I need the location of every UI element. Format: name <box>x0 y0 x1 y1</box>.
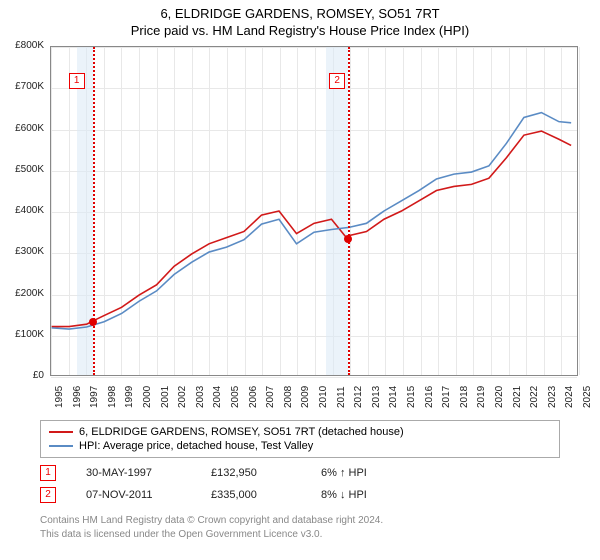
x-axis-label: 2019 <box>476 386 487 408</box>
sale-row: 1 30-MAY-1997 £132,950 6% ↑ HPI <box>40 462 367 484</box>
x-axis-label: 2010 <box>318 386 329 408</box>
x-axis-label: 2008 <box>283 386 294 408</box>
gridline-v <box>579 47 580 375</box>
sale-row: 2 07-NOV-2011 £335,000 8% ↓ HPI <box>40 484 367 506</box>
legend-row: 6, ELDRIDGE GARDENS, ROMSEY, SO51 7RT (d… <box>49 425 551 439</box>
legend-swatch <box>49 431 73 433</box>
x-axis-label: 2023 <box>547 386 558 408</box>
sale-row-price: £335,000 <box>211 489 291 501</box>
x-axis-label: 2005 <box>230 386 241 408</box>
y-axis-label: £400K <box>0 205 44 216</box>
y-axis-label: £300K <box>0 246 44 257</box>
sale-badge: 2 <box>329 73 345 89</box>
series-line-hpi <box>52 113 572 329</box>
x-axis-label: 2020 <box>494 386 505 408</box>
sale-marker-dot <box>344 235 352 243</box>
sale-row-hpi-diff: 6% ↑ HPI <box>321 467 367 479</box>
x-axis-label: 2014 <box>388 386 399 408</box>
x-axis-label: 2018 <box>459 386 470 408</box>
footer-line-2: This data is licensed under the Open Gov… <box>40 528 383 542</box>
x-axis-label: 1999 <box>124 386 135 408</box>
x-axis-label: 2007 <box>265 386 276 408</box>
x-axis-label: 2001 <box>160 386 171 408</box>
y-axis-label: £500K <box>0 164 44 175</box>
sale-row-hpi-diff: 8% ↓ HPI <box>321 489 367 501</box>
legend-box: 6, ELDRIDGE GARDENS, ROMSEY, SO51 7RT (d… <box>40 420 560 458</box>
title-line-1: 6, ELDRIDGE GARDENS, ROMSEY, SO51 7RT <box>0 0 600 21</box>
x-axis-label: 2016 <box>424 386 435 408</box>
x-axis-label: 2013 <box>371 386 382 408</box>
legend-label: 6, ELDRIDGE GARDENS, ROMSEY, SO51 7RT (d… <box>79 426 404 438</box>
x-axis-label: 1995 <box>54 386 65 408</box>
x-axis-label: 2011 <box>336 386 347 408</box>
sale-marker-dot <box>89 318 97 326</box>
x-axis-label: 2022 <box>529 386 540 408</box>
sale-row-badge: 1 <box>40 465 56 481</box>
legend-swatch <box>49 445 73 447</box>
sale-row-date: 30-MAY-1997 <box>86 467 181 479</box>
y-axis-label: £200K <box>0 288 44 299</box>
footer-attribution: Contains HM Land Registry data © Crown c… <box>40 514 383 541</box>
x-axis-label: 2000 <box>142 386 153 408</box>
x-axis-label: 2006 <box>248 386 259 408</box>
y-axis-label: £600K <box>0 123 44 134</box>
x-axis-label: 2009 <box>300 386 311 408</box>
x-axis-label: 2002 <box>177 386 188 408</box>
x-axis-label: 2025 <box>582 386 593 408</box>
sale-badge: 1 <box>69 73 85 89</box>
x-axis-label: 2024 <box>564 386 575 408</box>
x-axis-label: 2003 <box>195 386 206 408</box>
sale-marker-line <box>348 47 350 375</box>
legend-label: HPI: Average price, detached house, Test… <box>79 440 313 452</box>
y-axis-label: £700K <box>0 81 44 92</box>
chart-svg <box>51 47 577 375</box>
x-axis-label: 2012 <box>353 386 364 408</box>
x-axis-label: 1996 <box>72 386 83 408</box>
x-axis-label: 1997 <box>89 386 100 408</box>
plot-area: 12 <box>50 46 578 376</box>
chart-container: 6, ELDRIDGE GARDENS, ROMSEY, SO51 7RT Pr… <box>0 0 600 560</box>
x-axis-label: 1998 <box>107 386 118 408</box>
legend-row: HPI: Average price, detached house, Test… <box>49 439 551 453</box>
x-axis-label: 2017 <box>441 386 452 408</box>
title-line-2: Price paid vs. HM Land Registry's House … <box>0 21 600 42</box>
sale-row-badge: 2 <box>40 487 56 503</box>
x-axis-label: 2015 <box>406 386 417 408</box>
sale-row-price: £132,950 <box>211 467 291 479</box>
x-axis-label: 2021 <box>512 386 523 408</box>
x-axis-label: 2004 <box>212 386 223 408</box>
footer-line-1: Contains HM Land Registry data © Crown c… <box>40 514 383 528</box>
gridline-h <box>51 377 577 378</box>
y-axis-label: £0 <box>0 370 44 381</box>
sale-row-date: 07-NOV-2011 <box>86 489 181 501</box>
y-axis-label: £100K <box>0 329 44 340</box>
y-axis-label: £800K <box>0 40 44 51</box>
sales-table: 1 30-MAY-1997 £132,950 6% ↑ HPI 2 07-NOV-2011… <box>40 462 367 506</box>
